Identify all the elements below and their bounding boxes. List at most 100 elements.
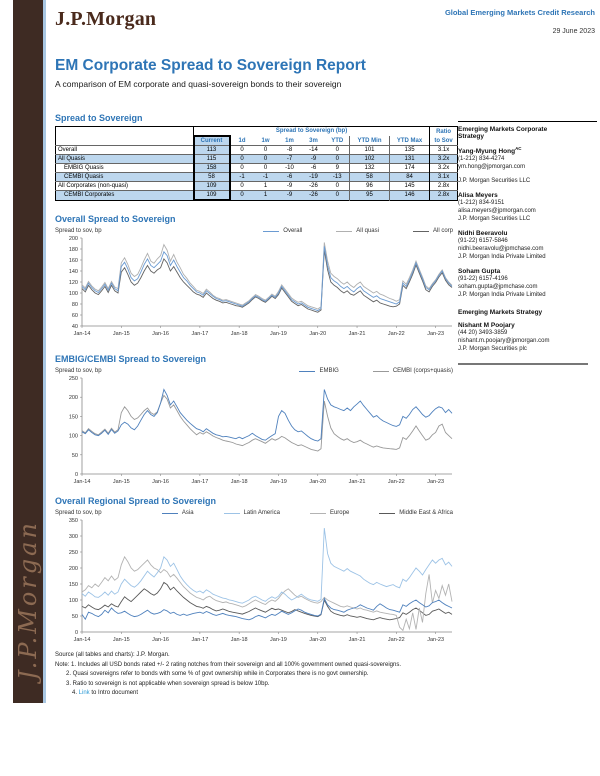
y-tick-label: 150 — [69, 582, 78, 588]
chart-y-axis-label: Spread to sov, bp — [55, 368, 102, 374]
series-line — [81, 250, 453, 313]
table-column-header-row: Current 1d 1w 1m 3m YTD YTD Min YTD Max to Sov — [56, 135, 458, 146]
chart-plot: 0 50 100 150 200 250 300 350 Jan-14 Jan-15 Jan-16 J… — [69, 518, 453, 643]
jpmorgan-logo: J.P.Morgan — [55, 8, 157, 30]
series-line — [81, 394, 453, 452]
y-tick-label: 120 — [69, 280, 78, 286]
cell-value: 0 — [253, 145, 278, 155]
legend-label: Europe — [329, 510, 350, 516]
cell-value: 135 — [388, 145, 430, 155]
row-label: CEMBI Quasis — [55, 172, 194, 182]
cell-value: -26 — [301, 181, 326, 191]
series-line — [81, 597, 453, 621]
cell-value: -10 — [277, 163, 302, 173]
series-line — [81, 242, 453, 310]
analyst-block: Nishant M Poojary (44 20) 3493-3859 nishan… — [458, 322, 597, 353]
y-tick-label: 0 — [75, 630, 78, 636]
legend-label: CEMBI (corps+quasis) — [392, 368, 453, 374]
y-tick-label: 180 — [69, 247, 78, 253]
chart-plot: 0 50 100 150 200 250 Jan-14 Jan-15 Jan-16 Jan-17 J… — [69, 376, 453, 485]
header-right: Global Emerging Markets Credit Research … — [330, 8, 595, 35]
analyst-email[interactable]: alisa.meyers@jpmorgan.com — [458, 208, 536, 215]
x-tick-label: Jan-15 — [113, 331, 130, 337]
note-3: 3. Ratio to sovereign is not applicable … — [66, 680, 270, 687]
analyst-name: Nidhi Beeravolu — [458, 230, 508, 238]
cell-ratio: 2.8x — [429, 190, 458, 200]
series-line — [81, 581, 453, 621]
analyst-email[interactable]: soham.gupta@jpmchase.com — [458, 284, 538, 291]
y-tick-label: 100 — [69, 598, 78, 604]
x-tick-label: Jan-14 — [74, 331, 91, 337]
chart-y-axis-label: Spread to sov, bp — [55, 228, 102, 234]
x-tick-label: Jan-18 — [231, 331, 248, 337]
chart-heading: Overall Regional Spread to Sovereign — [55, 496, 217, 506]
ratio-header-top: Ratio — [429, 126, 458, 136]
intro-document-link[interactable]: Link — [78, 690, 90, 696]
x-tick-label: Jan-20 — [309, 331, 326, 337]
legend-line-swatch — [309, 512, 326, 514]
analyst-firm: J.P. Morgan India Private Limited — [458, 292, 546, 299]
x-tick-label: Jan-14 — [74, 479, 91, 485]
cell-value: 0 — [253, 154, 278, 164]
cell-value: 0 — [229, 190, 254, 200]
x-tick-label: Jan-23 — [427, 331, 444, 337]
analyst-email[interactable]: nidhi.beeravolu@jpmchase.com — [458, 246, 544, 253]
legend-line-swatch — [336, 230, 353, 232]
analyst-phone: (1-212) 834-9151 — [458, 200, 505, 207]
legend-item: EMBIG — [299, 368, 339, 374]
cell-value: -14 — [301, 145, 326, 155]
legend-item: Europe — [309, 510, 350, 516]
column-header: YTD — [331, 137, 344, 144]
row-label: CEMBI Corporates — [55, 190, 194, 200]
cell-value: 146 — [388, 190, 430, 200]
ratio-header-bottom: to Sov — [429, 136, 458, 146]
cell-value: 0 — [229, 154, 254, 164]
analyst-email[interactable]: ym.hong@jpmorgan.com — [458, 164, 526, 171]
analyst-name: Yang-Myung HongAC — [458, 146, 522, 156]
chart-legend: Asia Latin America Europe Middle East & Afr… — [161, 510, 457, 516]
x-tick-label: Jan-23 — [427, 479, 444, 485]
chart-legend: Overall All quasi All corp — [263, 228, 457, 234]
spread-table-section: Spread to Sovereign Spread to Sovereign … — [55, 113, 459, 201]
column-header: 1w — [261, 137, 270, 144]
cell-value: 0 — [325, 154, 350, 164]
sidebar-group1: Yang-Myung HongAC (1-212) 834-4274 ym.hong… — [458, 146, 597, 299]
note-1: Note: 1. Includes all USD bonds rated +/… — [55, 661, 402, 668]
brand-stripe: J.P.Morgan — [13, 0, 46, 703]
analyst-block: Alisa Meyers (1-212) 834-9151 alisa.meyers… — [458, 192, 597, 223]
legend-item: CEMBI (corps+quasis) — [372, 368, 453, 374]
cell-value: 101 — [349, 145, 390, 155]
x-tick-label: Jan-17 — [191, 479, 208, 485]
legend-line-swatch — [223, 512, 240, 514]
cell-value: 0 — [325, 190, 350, 200]
column-header: 1d — [238, 137, 246, 144]
report-title: EM Corporate Spread to Sovereign Report — [55, 57, 366, 74]
column-header: 3m — [309, 137, 318, 144]
sidebar-group1-heading: Emerging Markets Corporate Strategy — [458, 126, 548, 140]
y-tick-label: 50 — [72, 453, 78, 459]
cell-ratio: 2.8x — [429, 181, 458, 191]
y-tick-label: 250 — [69, 550, 78, 556]
cell-value: 0 — [325, 181, 350, 191]
analyst-firm: J.P. Morgan Securities LLC — [458, 178, 531, 185]
legend-label: Overall — [283, 228, 303, 234]
cell-value: 0 — [229, 163, 254, 173]
cell-value: 174 — [388, 163, 430, 173]
analyst-email[interactable]: nishant.m.poojary@jpmorgan.com — [458, 338, 550, 345]
jpmorgan-signature-watermark: J.P.Morgan — [14, 520, 42, 680]
y-tick-label: 140 — [69, 269, 78, 275]
sidebar-divider — [458, 363, 588, 366]
y-tick-label: 80 — [72, 302, 78, 308]
y-tick-label: 40 — [72, 324, 78, 330]
cell-value: -9 — [277, 181, 302, 191]
analyst-phone: (1-212) 834-4274 — [458, 156, 505, 163]
analyst-sidebar: Emerging Markets Corporate Strategy Yang… — [458, 121, 597, 366]
group-header: Spread to Sovereign (bp) — [192, 126, 431, 136]
legend-item: Overall — [263, 228, 302, 234]
y-tick-label: 100 — [69, 291, 78, 297]
legend-line-swatch — [372, 370, 389, 372]
x-tick-label: Jan-18 — [231, 479, 248, 485]
y-tick-label: 300 — [69, 534, 78, 540]
analyst-firm: J.P. Morgan India Private Limited — [458, 254, 546, 261]
series-line — [81, 388, 453, 442]
